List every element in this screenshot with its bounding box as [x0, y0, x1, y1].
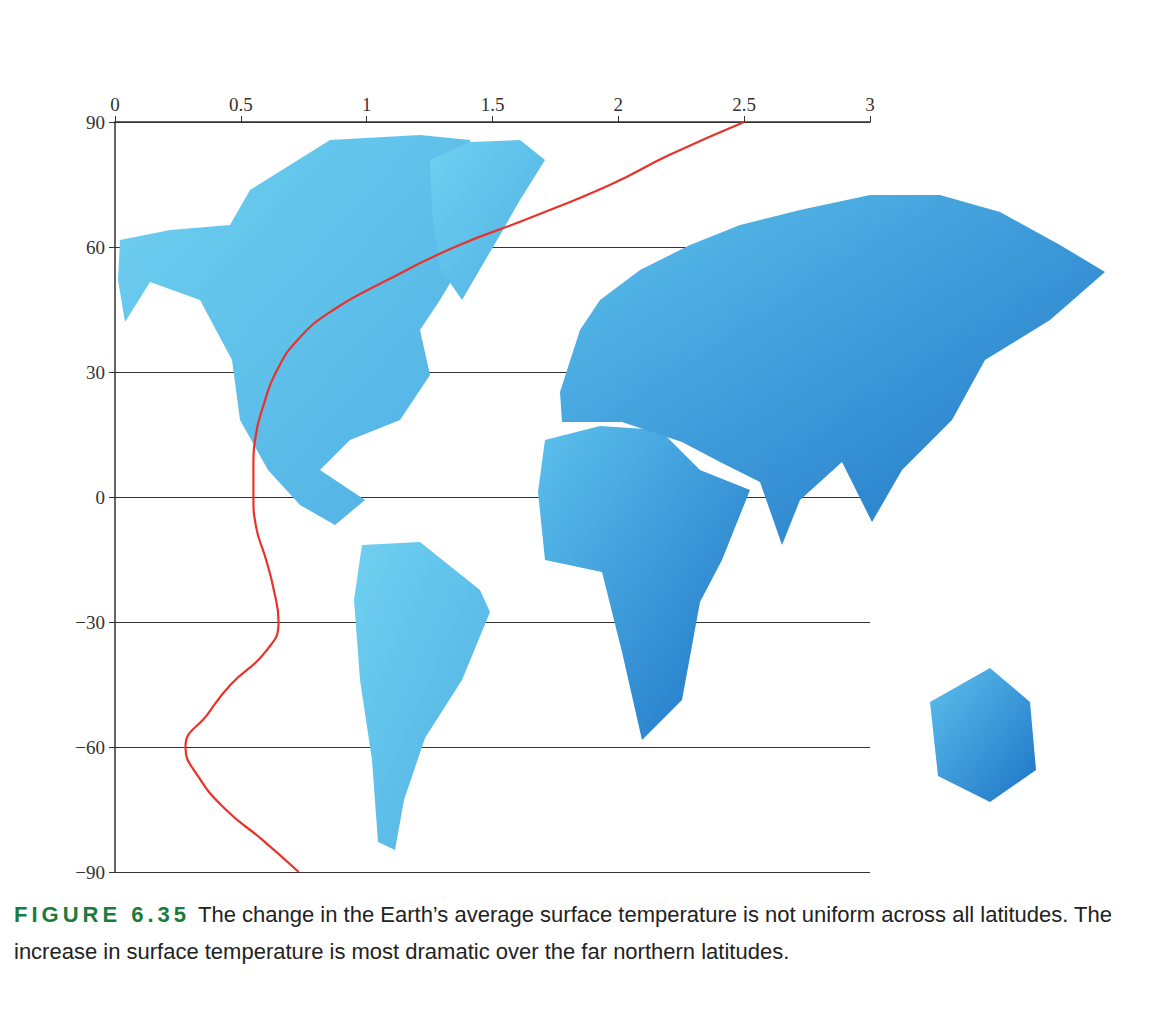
svg-text:2.5: 2.5: [732, 94, 756, 115]
html-text:FIGURE 6.35 The change in the: FIGURE 6.35 The change in the Earth’s av…: [14, 902, 1112, 964]
svg-text:1.5: 1.5: [481, 94, 505, 115]
svg-text:0.5: 0.5: [229, 94, 253, 115]
svg-text:0: 0: [110, 94, 120, 115]
svg-text:30: 30: [86, 362, 105, 383]
svg-text:0: 0: [96, 487, 106, 508]
svg-text:3: 3: [865, 94, 875, 115]
svg-text:90: 90: [86, 112, 105, 133]
svg-text:−60: −60: [75, 737, 105, 758]
svg-text:1: 1: [362, 94, 372, 115]
svg-text:−30: −30: [75, 612, 105, 633]
svg-text:60: 60: [86, 237, 105, 258]
svg-text:2: 2: [614, 94, 624, 115]
svg-text:−90: −90: [75, 862, 105, 883]
